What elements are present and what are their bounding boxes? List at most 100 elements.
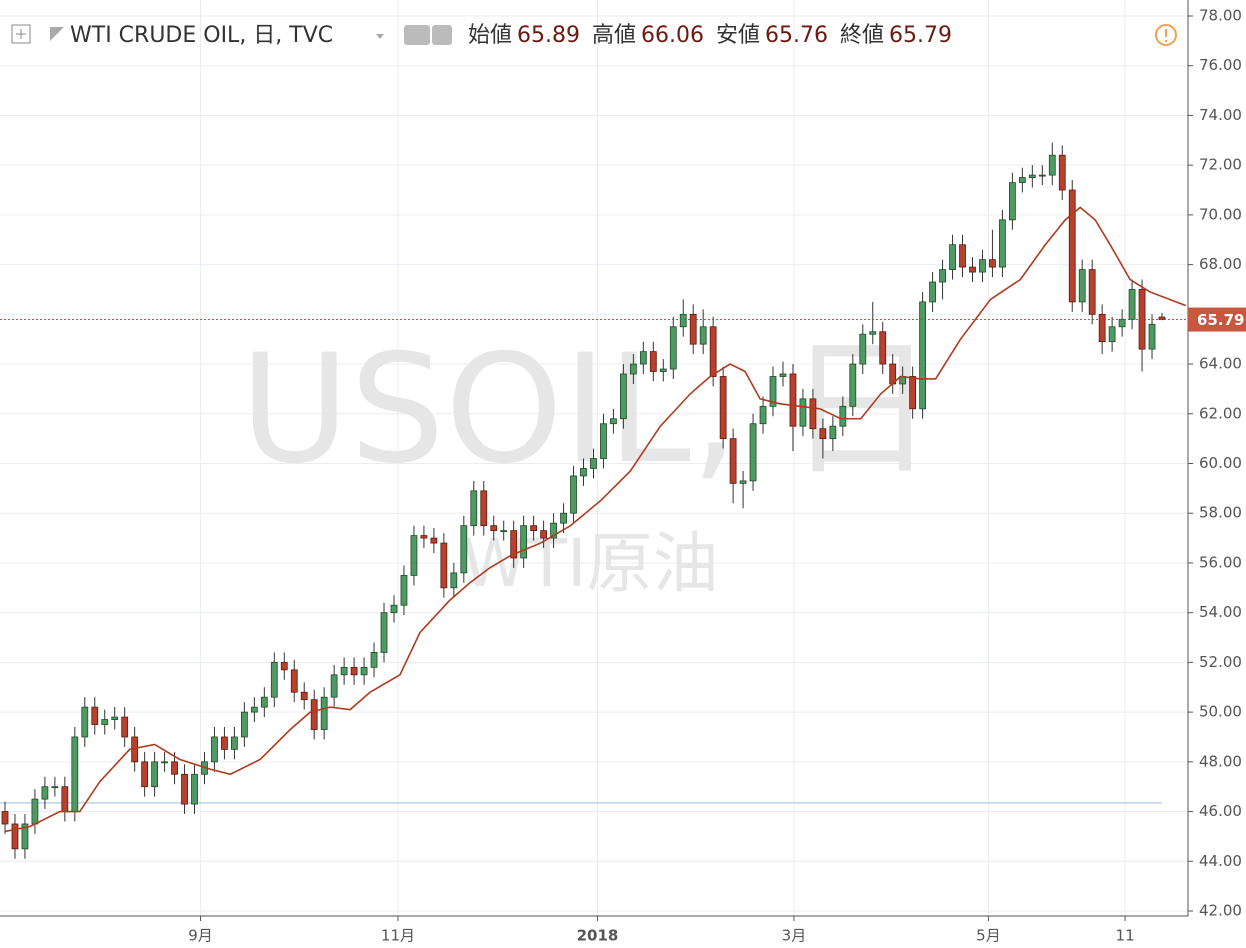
candle-body [450, 572, 458, 589]
moving-average [4, 206, 1187, 833]
candle-body [480, 490, 488, 527]
candle-body [570, 475, 577, 514]
candle-body [729, 438, 737, 484]
add-button[interactable] [11, 24, 31, 44]
candle-body [759, 405, 767, 425]
candle-body [1068, 189, 1076, 303]
x-tick-label: 11 [1116, 927, 1135, 945]
candle-body [380, 612, 388, 653]
candle-body [799, 398, 807, 427]
candle-body [919, 301, 927, 410]
candle-body [231, 736, 238, 750]
dropdown-icon[interactable] [376, 34, 384, 39]
last-price-label: 65.79 [1197, 311, 1244, 329]
candle-body [1, 811, 9, 825]
y-tick-label: 52.00 [1199, 653, 1242, 671]
header: WTI CRUDE OIL, 日, TVC 始値 65.89 高値 66.06 … [11, 23, 1177, 48]
candle-body [61, 786, 69, 812]
candle-body [959, 244, 966, 268]
close-value: 65.79 [889, 23, 952, 48]
y-tick-label: 42.00 [1199, 902, 1242, 920]
watermark-symbol: USOIL, 日 [240, 323, 936, 497]
candle-body [979, 259, 986, 273]
warning-icon[interactable] [1155, 24, 1177, 46]
x-tick-label: 11月 [381, 927, 415, 945]
header-title[interactable]: WTI CRUDE OIL, 日, TVC [70, 23, 333, 48]
candle-body [151, 761, 159, 788]
candle-body [340, 666, 348, 676]
y-tick-label: 48.00 [1199, 752, 1242, 770]
candle-body [350, 666, 358, 676]
candle-body [969, 266, 976, 273]
y-tick-label: 54.00 [1199, 603, 1242, 621]
candle-body [879, 331, 887, 365]
candle-body [989, 259, 996, 268]
candle-body [689, 313, 697, 345]
candle-body [610, 418, 617, 425]
candle-body [560, 512, 567, 524]
candle-body [849, 363, 857, 407]
last-price-tag [1188, 307, 1246, 332]
y-tick-label: 62.00 [1199, 404, 1242, 422]
candle-body [749, 423, 757, 482]
open-label: 始値 [468, 23, 512, 48]
open-value: 65.89 [517, 23, 580, 48]
candle-body [659, 368, 667, 372]
candle-body [121, 716, 129, 738]
candle-body [111, 716, 119, 720]
candle-body [500, 530, 508, 533]
candle-body [320, 696, 328, 730]
low-label: 安値 [716, 23, 760, 48]
candle-body [1028, 174, 1036, 178]
candle-body [221, 736, 228, 750]
candle-body [819, 428, 827, 440]
candle-body [31, 798, 39, 825]
candle-body [829, 425, 837, 440]
y-tick-label: 68.00 [1199, 255, 1242, 273]
candle-body [530, 525, 538, 532]
candle-body [859, 333, 867, 365]
candle-body [520, 525, 528, 559]
candle-body [739, 480, 747, 484]
candle-body [1018, 177, 1026, 183]
candle-body [699, 326, 707, 345]
candle-body [330, 674, 338, 698]
candle-body [171, 761, 178, 775]
candle-body [211, 736, 218, 763]
candle-body [51, 786, 59, 789]
y-tick-label: 76.00 [1199, 56, 1242, 74]
candle-body [719, 376, 727, 440]
candle-body [161, 761, 168, 764]
candle-body [400, 574, 408, 606]
candle-body [250, 706, 258, 713]
candle-body [1078, 269, 1086, 303]
y-tick-label: 60.00 [1199, 454, 1242, 472]
high-label: 高値 [592, 23, 636, 48]
candle-body [510, 530, 518, 559]
candle-body [440, 542, 448, 589]
add-icon [16, 29, 26, 39]
candle-body [939, 269, 946, 283]
y-tick-label: 74.00 [1199, 106, 1242, 124]
y-tick-label: 78.00 [1199, 7, 1242, 25]
settings-button[interactable] [432, 25, 452, 45]
candle-body [280, 661, 288, 671]
candle-body [490, 525, 498, 532]
candle-body [1058, 154, 1066, 191]
candle-body [1118, 318, 1126, 328]
candle-body [639, 351, 647, 365]
candle-body [71, 736, 79, 812]
candle-body [669, 326, 677, 370]
low-value: 65.76 [765, 23, 828, 48]
candle-body [540, 530, 547, 539]
high-value: 66.06 [641, 23, 704, 48]
candle-body [360, 666, 368, 676]
x-tick-label: 3月 [782, 927, 807, 945]
visibility-button[interactable] [404, 25, 430, 45]
y-tick-label: 70.00 [1199, 205, 1242, 223]
candle-body [390, 604, 398, 614]
candle-body [1048, 154, 1056, 176]
candle-body [769, 376, 777, 407]
